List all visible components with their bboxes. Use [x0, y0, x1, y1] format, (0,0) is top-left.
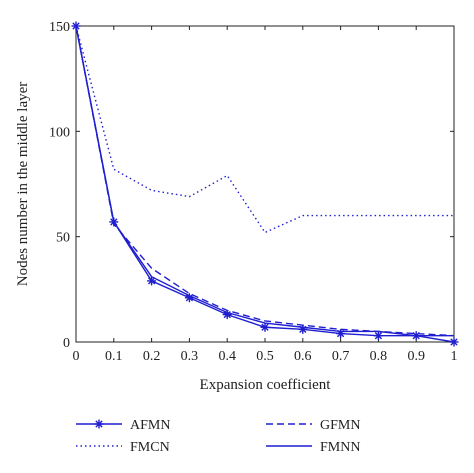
plot-area [75, 25, 455, 343]
legend-item-fmcn: FMCN [76, 440, 170, 455]
series-line-fmnn [75, 25, 454, 337]
x-tick-label: 1 [451, 349, 458, 364]
legend-label: FMNN [320, 440, 360, 455]
x-axis-title: Expansion coefficient [200, 377, 332, 393]
x-tick-label: 0.2 [143, 349, 161, 364]
data-point-afmn [147, 276, 157, 286]
x-tick-label: 0.9 [407, 349, 425, 364]
y-tick-label: 0 [63, 336, 70, 351]
legend-item-gfmn: GFMN [266, 418, 360, 433]
x-tick-label: 0.6 [294, 349, 312, 364]
y-tick-label: 150 [49, 20, 70, 35]
legend-item-afmn: AFMN [76, 418, 170, 433]
legend-label: GFMN [320, 418, 360, 433]
data-point-afmn [373, 331, 383, 341]
x-tick-label: 0.3 [181, 349, 199, 364]
y-tick-label: 100 [49, 125, 70, 140]
x-tick-label: 0.8 [370, 349, 388, 364]
y-tick-label: 50 [56, 231, 70, 246]
series-group [71, 21, 459, 347]
data-point-afmn [184, 293, 194, 303]
x-tick-label: 0.5 [256, 349, 274, 364]
data-point-afmn [260, 322, 270, 332]
y-axis-title: Nodes number in the middle layer [15, 82, 31, 287]
data-point-afmn [449, 337, 459, 347]
x-axis-ticks: 0 0.1 0.2 0.3 0.4 0.5 0.6 0.7 0.8 0.9 1 [73, 26, 458, 364]
legend-item-fmnn: FMNN [266, 440, 360, 455]
x-tick-label: 0.4 [218, 349, 236, 364]
legend-label: FMCN [130, 440, 170, 455]
x-tick-label: 0.1 [105, 349, 123, 364]
legend-marker [94, 419, 104, 429]
x-tick-label: 0.7 [332, 349, 350, 364]
x-tick-label: 0 [73, 349, 80, 364]
legend-label: AFMN [130, 418, 170, 433]
legend: AFMN GFMN FMCN FMNN [76, 418, 360, 455]
